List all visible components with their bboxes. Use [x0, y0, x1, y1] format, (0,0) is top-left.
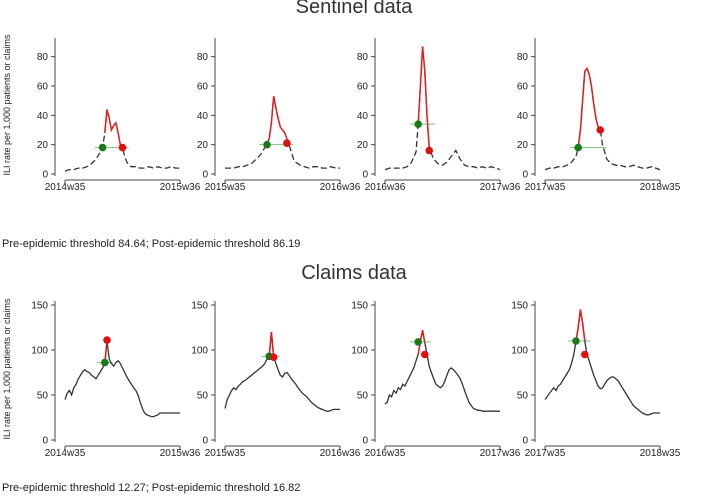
chart-claims-2-y-tick-label-1: 50: [197, 391, 209, 402]
chart-sentinel-3-x-tick-label-1: 2017w36: [480, 182, 521, 193]
chart-sentinel-3-y-tick-label-4: 80: [357, 52, 369, 63]
chart-sentinel-3-onset-marker: [414, 120, 422, 128]
chart-claims-3-y-tick-label-3: 150: [351, 301, 368, 312]
chart-sentinel-3-y-tick-label-0: 0: [362, 170, 368, 181]
chart-claims-1-y-tick-label-1: 50: [37, 391, 49, 402]
chart-sentinel-1-series-line: [64, 109, 180, 172]
chart-sentinel-2-y-tick-label-1: 20: [197, 140, 209, 151]
chart-claims-1-end-marker: [103, 336, 111, 344]
sentinel-section-title: Sentinel data: [295, 0, 413, 18]
chart-sentinel-1-x-tick-label-0: 2014w35: [45, 182, 86, 193]
chart-claims-1-y-tick-label-2: 100: [31, 346, 48, 357]
chart-sentinel-4-y-tick-label-0: 0: [522, 170, 528, 181]
chart-sentinel-4-x-tick-label-0: 2017w35: [525, 182, 566, 193]
chart-claims-2-epidemic-line: [268, 331, 275, 358]
chart-claims-1-series-line: [64, 340, 180, 418]
chart-sentinel-2-epidemic-line: [268, 96, 288, 140]
chart-claims-1-y-tick-label-0: 0: [42, 436, 48, 447]
chart-claims-2-series-line: [224, 331, 340, 412]
chart-sentinel-2-y-tick-label-4: 80: [197, 52, 209, 63]
chart-claims-3-y-tick-label-1: 50: [357, 391, 369, 402]
chart-claims-3-x-tick-label-1: 2017w36: [480, 448, 521, 459]
chart-claims-3-epidemic-line: [417, 330, 426, 355]
chart-sentinel-4-series-line: [544, 67, 661, 171]
chart-sentinel-1-y-tick-label-2: 40: [37, 111, 49, 122]
chart-sentinel-4-onset-marker: [574, 143, 582, 152]
chart-claims-2-x-tick-label-0: 2015w35: [205, 448, 246, 459]
chart-sentinel-1-y-tick-label-4: 80: [37, 52, 49, 63]
chart-sentinel-1-onset-marker: [98, 143, 107, 152]
chart-claims-4-x-tick-label-0: 2017w35: [525, 448, 566, 459]
chart-sentinel-2-series-line: [225, 96, 340, 169]
chart-sentinel-4-y-tick-label-1: 20: [517, 140, 529, 151]
chart-claims-2-y-tick-label-0: 0: [202, 436, 208, 447]
chart-sentinel-1-y-tick-label-3: 60: [37, 82, 49, 93]
chart-sentinel-4-x-tick-label-1: 2018w35: [640, 182, 681, 193]
chart-sentinel-4-y-tick-label-3: 60: [517, 82, 529, 93]
chart-claims-4-onset-marker: [572, 337, 580, 345]
chart-claims-1-onset-marker: [101, 358, 109, 367]
chart-sentinel-4-y-tick-label-2: 40: [517, 111, 529, 122]
chart-sentinel-3-y-tick-label-1: 20: [357, 140, 369, 151]
chart-claims-4-x-tick-label-1: 2018w35: [640, 448, 681, 459]
chart-claims-2-y-tick-label-2: 100: [191, 346, 208, 357]
chart-claims-3-y-tick-label-2: 100: [351, 346, 368, 357]
chart-sentinel-2-onset-marker: [263, 140, 271, 149]
chart-sentinel-2-x-tick-label-1: 2016w36: [320, 182, 361, 193]
claims-section-title: Claims data: [301, 262, 407, 284]
chart-sentinel-3-end-marker: [425, 146, 434, 155]
chart-claims-4-epidemic-line: [575, 309, 586, 342]
chart-sentinel-2-y-tick-label-0: 0: [202, 170, 208, 181]
chart-claims-2-end-marker: [269, 353, 278, 362]
chart-claims-4-y-tick-label-2: 100: [511, 346, 528, 357]
chart-sentinel-3-y-tick-label-3: 60: [357, 82, 369, 93]
chart-claims-3-series-line: [384, 330, 500, 412]
chart-sentinel-4-end-marker: [596, 126, 605, 134]
chart-sentinel-1-end-marker: [118, 143, 127, 152]
chart-sentinel-2-x-tick-label-0: 2015w35: [205, 182, 246, 193]
chart-sentinel-1-x-tick-label-1: 2015w36: [160, 182, 201, 193]
chart-claims-1-x-tick-label-1: 2015w36: [160, 448, 201, 459]
chart-sentinel-2-y-tick-label-3: 60: [197, 82, 209, 93]
chart-claims-1-y-tick-label-3: 150: [31, 301, 48, 312]
chart-claims-4-y-tick-label-1: 50: [517, 391, 529, 402]
chart-claims-3-onset-marker: [414, 338, 422, 346]
chart-claims-4-series-line: [544, 309, 660, 416]
chart-sentinel-4-y-tick-label-4: 80: [517, 52, 529, 63]
chart-claims-4-end-marker: [581, 350, 589, 359]
chart-claims-1-x-tick-label-0: 2014w35: [45, 448, 86, 459]
chart-claims-3-x-tick-label-0: 2016w35: [365, 448, 406, 459]
chart-claims-3-end-marker: [421, 350, 429, 359]
chart-sentinel-4-epidemic-line: [577, 66, 601, 148]
sentinel-threshold-note: Pre-epidemic threshold 84.64; Post-epide…: [2, 238, 301, 250]
chart-sentinel-3-x-tick-label-0: 2016w36: [365, 182, 406, 193]
chart-sentinel-2-end-marker: [283, 139, 291, 147]
chart-sentinel-1-y-tick-label-1: 20: [37, 140, 49, 151]
chart-sentinel-1-y-tick-label-0: 0: [42, 170, 48, 181]
chart-claims-4-y-tick-label-3: 150: [511, 301, 528, 312]
chart-claims-3-y-tick-label-0: 0: [362, 436, 368, 447]
chart-claims-2-y-tick-label-3: 150: [191, 301, 208, 312]
chart-sentinel-3-epidemic-line: [417, 46, 430, 148]
chart-sentinel-2-y-tick-label-2: 40: [197, 111, 209, 122]
chart-sentinel-3-series-line: [384, 46, 501, 171]
chart-sentinel-1-epidemic-line: [104, 109, 124, 149]
chart-claims-2-x-tick-label-1: 2016w36: [320, 448, 361, 459]
chart-sentinel-3-y-tick-label-2: 40: [357, 111, 369, 122]
chart-claims-4-y-tick-label-0: 0: [522, 436, 528, 447]
claims-threshold-note: Pre-epidemic threshold 12.27; Post-epide…: [2, 482, 301, 494]
